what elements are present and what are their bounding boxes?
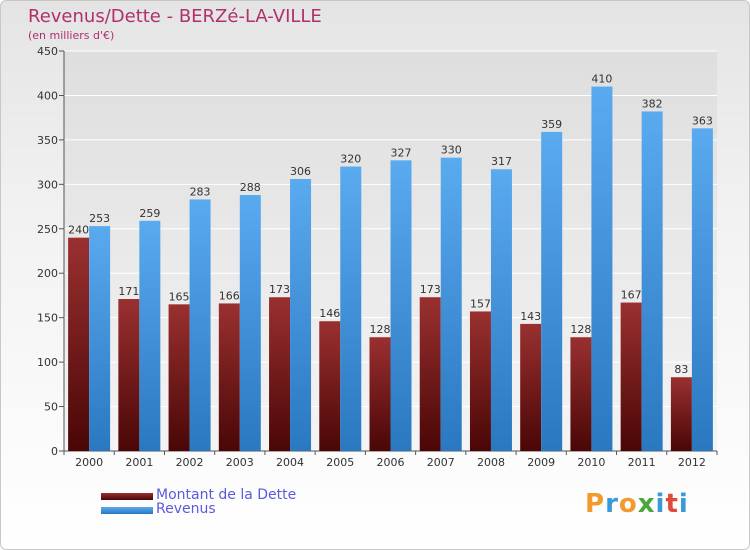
bar-revenus — [139, 220, 161, 451]
x-tick-label: 2000 — [75, 456, 103, 469]
logo-letter: x — [637, 489, 656, 519]
x-tick-label: 2008 — [477, 456, 505, 469]
data-label: 173 — [420, 283, 441, 296]
bar-revenus — [691, 128, 713, 451]
x-tick-label: 2005 — [326, 456, 354, 469]
x-tick-label: 2004 — [276, 456, 304, 469]
bar-dette — [369, 337, 391, 451]
data-label: 259 — [139, 207, 160, 220]
proxiti-logo: Proxiti — [585, 489, 689, 519]
x-tick-label: 2010 — [577, 456, 605, 469]
bar-revenus — [189, 199, 211, 451]
data-label: 171 — [118, 285, 139, 298]
x-tick-label: 2002 — [176, 456, 204, 469]
x-tick-label: 2006 — [377, 456, 405, 469]
data-label: 306 — [290, 165, 311, 178]
y-tick-label: 100 — [37, 356, 58, 369]
data-label: 283 — [190, 185, 211, 198]
data-label: 382 — [642, 97, 663, 110]
bar-dette — [168, 304, 190, 451]
bar-dette — [520, 323, 542, 451]
logo-letter: r — [605, 489, 619, 519]
y-tick-label: 400 — [37, 89, 58, 102]
chart-title: Revenus/Dette - BERZé-LA-VILLE — [28, 6, 322, 27]
legend-label-revenus: Revenus — [156, 501, 216, 517]
y-tick-label: 150 — [37, 312, 58, 325]
data-label: 173 — [269, 283, 290, 296]
data-label: 143 — [520, 310, 541, 323]
bar-dette — [319, 321, 341, 451]
logo-letter: t — [665, 489, 679, 519]
logo-letter: o — [618, 489, 638, 519]
y-tick-label: 250 — [37, 223, 58, 236]
chart-subtitle: (en milliers d'€) — [28, 29, 115, 42]
bar-revenus — [290, 179, 312, 451]
y-tick-label: 450 — [37, 45, 58, 58]
data-label: 359 — [541, 118, 562, 131]
bar-revenus — [591, 86, 613, 452]
bar-dette — [469, 311, 491, 451]
x-tick-label: 2012 — [678, 456, 706, 469]
data-label: 83 — [674, 363, 688, 376]
x-tick-label: 2009 — [527, 456, 555, 469]
bar-dette — [118, 299, 140, 451]
x-tick-label: 2011 — [628, 456, 656, 469]
data-label: 157 — [470, 297, 491, 310]
bar-dette — [218, 303, 240, 451]
bar-dette — [620, 302, 642, 451]
data-label: 330 — [441, 144, 462, 157]
bar-revenus — [340, 166, 362, 452]
bar-revenus — [641, 111, 663, 451]
data-label: 410 — [591, 73, 612, 86]
y-tick-label: 300 — [37, 178, 58, 191]
bar-dette — [670, 377, 692, 451]
data-label: 146 — [319, 307, 340, 320]
data-label: 288 — [240, 181, 261, 194]
data-label: 317 — [491, 155, 512, 168]
legend-swatch-dette — [101, 493, 153, 500]
data-label: 253 — [89, 212, 110, 225]
bar-revenus — [440, 157, 462, 451]
logo-letter: i — [678, 489, 689, 519]
y-tick-label: 50 — [44, 401, 58, 414]
bar-dette — [68, 237, 90, 451]
bar-dette — [419, 297, 441, 451]
bar-revenus — [239, 195, 261, 451]
bar-revenus — [89, 226, 111, 451]
legend-label-dette: Montant de la Dette — [156, 487, 297, 503]
bar-revenus — [541, 131, 563, 451]
legend-swatch-revenus — [101, 507, 153, 514]
data-label: 320 — [340, 153, 361, 166]
x-tick-label: 2007 — [427, 456, 455, 469]
y-tick-label: 0 — [51, 445, 58, 458]
bar-revenus — [390, 160, 412, 452]
bar-dette — [269, 297, 291, 451]
data-label: 165 — [169, 290, 190, 303]
logo-letter: i — [655, 489, 666, 519]
data-label: 128 — [370, 323, 391, 336]
x-tick-label: 2003 — [226, 456, 254, 469]
data-label: 240 — [68, 224, 89, 237]
y-tick-label: 200 — [37, 267, 58, 280]
x-tick-label: 2001 — [125, 456, 153, 469]
data-label: 128 — [570, 323, 591, 336]
data-label: 327 — [391, 146, 412, 159]
data-label: 167 — [621, 289, 642, 302]
logo-letter: P — [585, 489, 606, 519]
bar-dette — [570, 337, 592, 451]
y-tick-label: 350 — [37, 134, 58, 147]
data-label: 166 — [219, 289, 240, 302]
bar-revenus — [490, 169, 512, 451]
data-label: 363 — [692, 114, 713, 127]
